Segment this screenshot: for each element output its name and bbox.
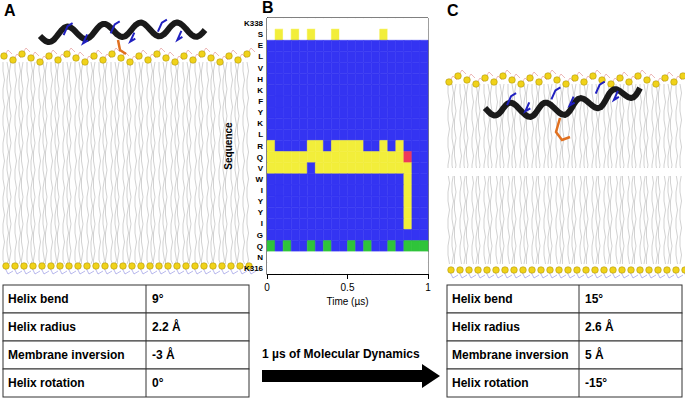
svg-text:Y: Y [258,208,264,217]
svg-text:F: F [258,97,263,106]
svg-text:V: V [258,64,264,73]
svg-text:0: 0 [264,282,270,293]
svg-text:K: K [257,86,263,95]
svg-text:Y: Y [258,108,264,117]
svg-text:1 µs of Molecular Dynamics: 1 µs of Molecular Dynamics [262,347,420,361]
svg-text:Q: Q [257,242,263,251]
svg-text:K338: K338 [244,19,264,28]
svg-text:B: B [262,0,274,16]
svg-text:I: I [261,219,263,228]
svg-text:I: I [261,186,263,195]
svg-text:-3 Å: -3 Å [152,347,175,362]
svg-text:0.5: 0.5 [341,282,355,293]
svg-text:Helix rotation: Helix rotation [8,376,85,390]
svg-text:K: K [257,119,263,128]
svg-text:E: E [258,41,264,50]
svg-text:R: R [257,142,263,151]
svg-text:Helix radius: Helix radius [452,320,520,334]
svg-text:Helix bend: Helix bend [8,292,69,306]
svg-text:2.6 Å: 2.6 Å [585,319,614,334]
svg-text:Membrane inversion: Membrane inversion [452,348,569,362]
svg-text:Time (µs): Time (µs) [326,296,368,307]
svg-text:Helix radius: Helix radius [8,320,76,334]
svg-text:G: G [257,231,263,240]
svg-text:0°: 0° [152,376,164,390]
svg-text:Y: Y [258,197,264,206]
svg-text:V: V [258,164,264,173]
svg-text:15°: 15° [585,292,603,306]
svg-text:C: C [447,2,459,19]
svg-text:Sequence: Sequence [223,122,234,170]
svg-text:2.2 Å: 2.2 Å [152,319,181,334]
svg-text:W: W [255,175,263,184]
svg-text:K316: K316 [244,264,264,273]
svg-text:-15°: -15° [585,376,607,390]
svg-text:L: L [258,130,263,139]
svg-text:9°: 9° [152,292,164,306]
svg-text:Helix bend: Helix bend [452,292,513,306]
svg-text:1: 1 [425,282,431,293]
svg-text:Q: Q [257,153,263,162]
svg-text:S: S [258,30,264,39]
svg-text:5 Å: 5 Å [585,347,604,362]
svg-text:Membrane inversion: Membrane inversion [8,348,125,362]
svg-text:Helix rotation: Helix rotation [452,376,529,390]
svg-text:A: A [4,2,16,19]
svg-text:N: N [257,253,263,262]
svg-text:L: L [258,52,263,61]
svg-text:H: H [257,75,263,84]
